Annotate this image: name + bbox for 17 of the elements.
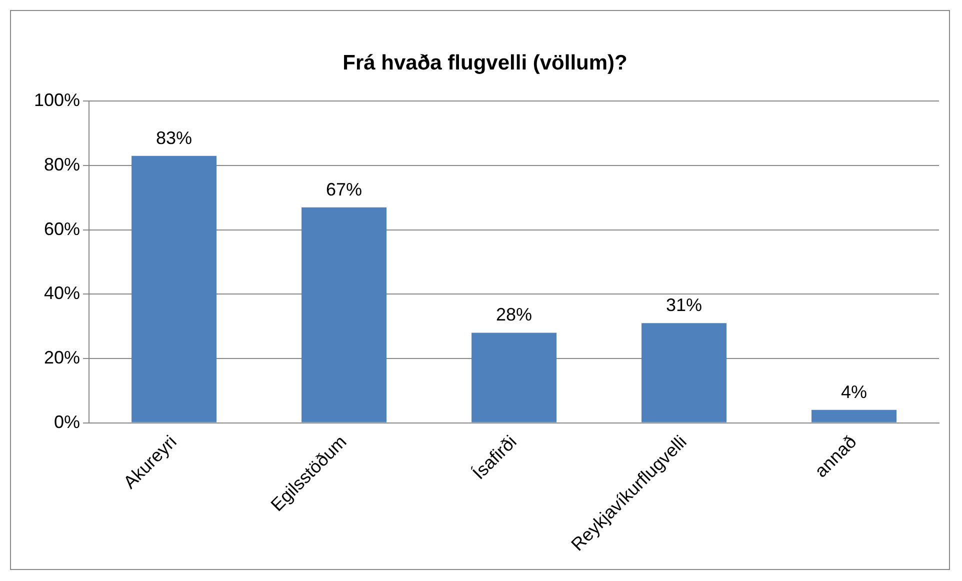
data-label: 31% — [666, 295, 702, 316]
bar — [472, 332, 557, 422]
bar — [812, 410, 896, 422]
data-label: 4% — [840, 382, 868, 402]
y-tick-label: 0% — [54, 412, 80, 432]
y-tick-label: 60% — [44, 218, 80, 239]
bar — [132, 156, 217, 422]
data-label: 28% — [496, 304, 532, 325]
bar — [642, 323, 727, 422]
y-tick-label: 20% — [44, 347, 80, 368]
chart-title: Frá hvaða flugvelli (völlum)? — [342, 51, 628, 74]
y-tick-label: 40% — [44, 283, 80, 304]
bar — [302, 207, 387, 422]
y-tick-label: 80% — [44, 154, 80, 174]
data-label: 67% — [326, 179, 362, 200]
data-label: 83% — [156, 128, 192, 148]
y-tick-label: 100% — [34, 90, 80, 110]
